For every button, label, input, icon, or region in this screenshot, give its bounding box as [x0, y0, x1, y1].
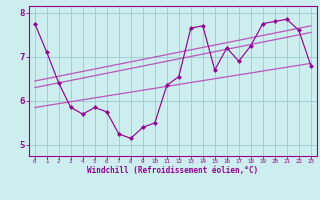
X-axis label: Windchill (Refroidissement éolien,°C): Windchill (Refroidissement éolien,°C): [87, 166, 258, 175]
